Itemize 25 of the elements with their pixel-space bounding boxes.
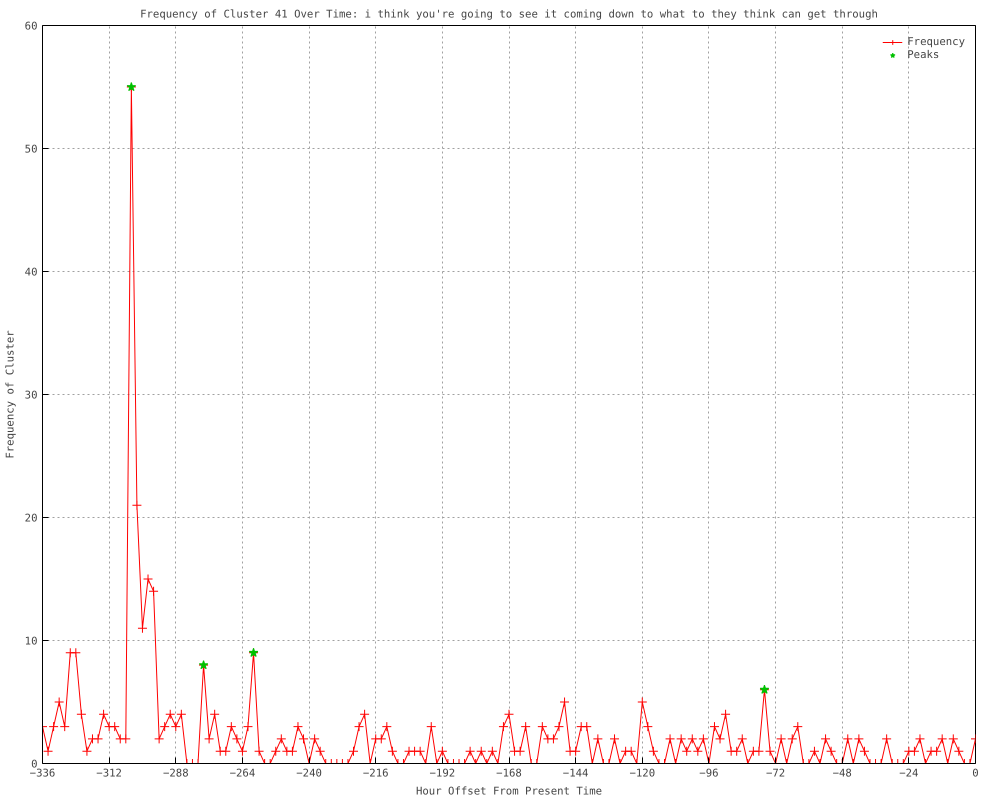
y-tick-label: 20 (24, 512, 38, 524)
x-tick-label: −72 (766, 766, 786, 780)
x-tick-label: −48 (832, 766, 852, 780)
x-tick-label: 0 (972, 766, 979, 780)
y-tick-label: 40 (24, 266, 38, 278)
x-tick-label: −96 (699, 766, 719, 780)
x-tick-label: −312 (96, 766, 122, 780)
y-tick-label: 60 (24, 20, 38, 32)
x-tick-label: −192 (430, 766, 456, 780)
legend-label: Peaks (907, 48, 940, 61)
x-tick-label: −264 (230, 766, 256, 780)
x-tick-label: −144 (562, 766, 588, 780)
x-tick-label: −120 (629, 766, 656, 780)
chart-title: Frequency of Cluster 41 Over Time: i think you're going to see it coming down to what to they think can get through (140, 8, 878, 20)
y-tick-label: 50 (24, 142, 38, 156)
x-tick-label: −24 (899, 766, 918, 780)
y-tick-label: 10 (24, 634, 38, 648)
y-tick-label: 30 (24, 388, 38, 402)
x-tick-label: −216 (362, 766, 389, 780)
legend-label: Frequency (907, 35, 965, 48)
x-tick-label: −168 (496, 766, 522, 780)
x-axis-title: Hour Offset From Present Time (416, 784, 602, 798)
y-axis-title: Frequency of Cluster (4, 330, 17, 459)
x-tick-label: −288 (162, 766, 189, 780)
x-tick-label: −240 (296, 766, 322, 780)
